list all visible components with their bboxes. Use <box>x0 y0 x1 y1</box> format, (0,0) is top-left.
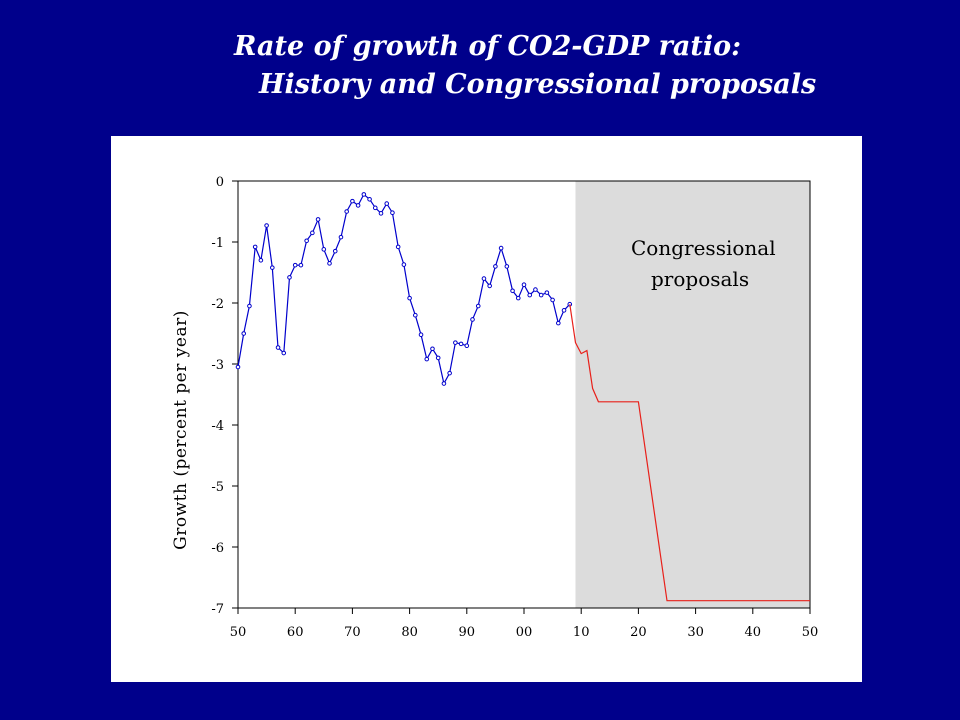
x-tick-label: 40 <box>745 625 762 640</box>
history-data-point <box>338 234 344 240</box>
history-data-point <box>298 262 304 268</box>
x-tick-label: 20 <box>630 625 647 640</box>
chart-title-line2: History and Congressional proposals <box>259 69 817 100</box>
y-tick-label: -7 <box>211 602 224 617</box>
y-axis-ticks: 0 -1 -2 -3 -4 -5 -6 -7 <box>211 175 238 617</box>
history-data-point <box>281 350 287 356</box>
history-data-point <box>275 345 281 350</box>
history-data-point <box>533 287 538 292</box>
x-tick-label: 90 <box>459 625 476 640</box>
history-data-point <box>350 198 355 204</box>
history-data-point <box>247 303 252 309</box>
x-axis-ticks: 50 60 70 80 90 00 10 20 30 40 50 <box>230 608 819 640</box>
history-data-point <box>430 346 435 352</box>
history-data-point <box>390 210 395 216</box>
history-data-point <box>413 312 418 318</box>
history-data-point <box>498 245 504 251</box>
y-axis-label: Growth (percent per year) <box>171 310 191 550</box>
history-data-point <box>441 381 447 386</box>
x-tick-label: 30 <box>687 625 704 640</box>
history-data-point <box>378 211 384 216</box>
history-data-point <box>241 331 247 336</box>
history-data-point <box>447 370 452 376</box>
history-data-point <box>515 295 521 301</box>
history-data-point <box>510 288 515 294</box>
line-chart: 50 60 70 80 90 00 10 20 30 40 50 0 -1 -2 -3 -4 -5 -6 -7 G… <box>171 175 819 640</box>
chart-panel: 50 60 70 80 90 00 10 20 30 40 50 0 -1 -2 -3 -4 -5 -6 -7 G… <box>111 136 862 682</box>
y-tick-label: 0 <box>216 175 224 190</box>
proposals-series-line <box>569 304 810 602</box>
history-data-point <box>521 282 527 287</box>
series-layer <box>235 192 810 602</box>
history-data-point <box>367 197 372 202</box>
history-data-point <box>424 356 430 362</box>
x-tick-label: 10 <box>573 625 590 640</box>
history-data-point <box>315 217 321 222</box>
y-tick-label: -3 <box>211 358 224 373</box>
y-tick-label: -5 <box>211 480 224 495</box>
history-data-point <box>453 340 458 345</box>
x-tick-label: 00 <box>516 625 533 640</box>
history-data-point <box>264 223 269 228</box>
history-data-point <box>504 264 510 269</box>
history-data-point <box>561 308 567 313</box>
y-tick-label: -6 <box>211 541 224 556</box>
history-data-point <box>550 297 555 303</box>
x-tick-label: 50 <box>802 625 819 640</box>
history-series-line <box>237 193 571 386</box>
history-data-point <box>395 244 401 250</box>
history-data-point <box>235 364 241 370</box>
history-data-point <box>487 283 492 289</box>
history-data-point <box>287 275 292 280</box>
history-data-point <box>435 355 441 361</box>
history-data-point <box>258 258 264 263</box>
history-data-point <box>493 264 498 269</box>
history-data-point <box>270 265 275 270</box>
history-data-point <box>538 292 544 298</box>
history-data-point <box>355 203 361 208</box>
history-data-point <box>361 192 367 197</box>
history-data-point <box>384 201 390 206</box>
x-tick-label: 50 <box>230 625 247 640</box>
proposals-shaded-region <box>575 181 810 608</box>
history-data-point <box>332 248 338 254</box>
x-tick-label: 60 <box>287 625 304 640</box>
history-data-point <box>372 205 378 211</box>
history-data-point <box>475 303 481 309</box>
history-data-point <box>344 209 349 214</box>
history-data-point <box>304 238 309 244</box>
history-data-point <box>407 295 412 301</box>
history-data-point <box>481 276 487 281</box>
history-data-point <box>401 262 407 267</box>
history-data-point <box>470 317 475 322</box>
chart-title-line1: Rate of growth of CO2-GDP ratio: <box>234 31 742 62</box>
annotation-line1: Congressional <box>631 236 776 260</box>
history-data-point <box>544 290 550 295</box>
x-tick-label: 80 <box>401 625 418 640</box>
history-data-point <box>310 230 315 236</box>
history-data-point <box>321 247 327 252</box>
history-data-point <box>464 343 470 348</box>
history-data-point <box>556 320 561 326</box>
y-tick-label: -1 <box>211 236 224 251</box>
history-data-point <box>458 341 464 347</box>
x-tick-label: 70 <box>344 625 361 640</box>
history-data-point <box>292 262 298 268</box>
annotation-line2: proposals <box>651 267 749 291</box>
history-data-point <box>252 244 258 250</box>
y-tick-label: -2 <box>211 297 224 312</box>
history-data-point <box>418 332 424 338</box>
y-tick-label: -4 <box>211 419 224 434</box>
history-data-point <box>327 261 332 266</box>
history-data-point <box>527 292 533 298</box>
